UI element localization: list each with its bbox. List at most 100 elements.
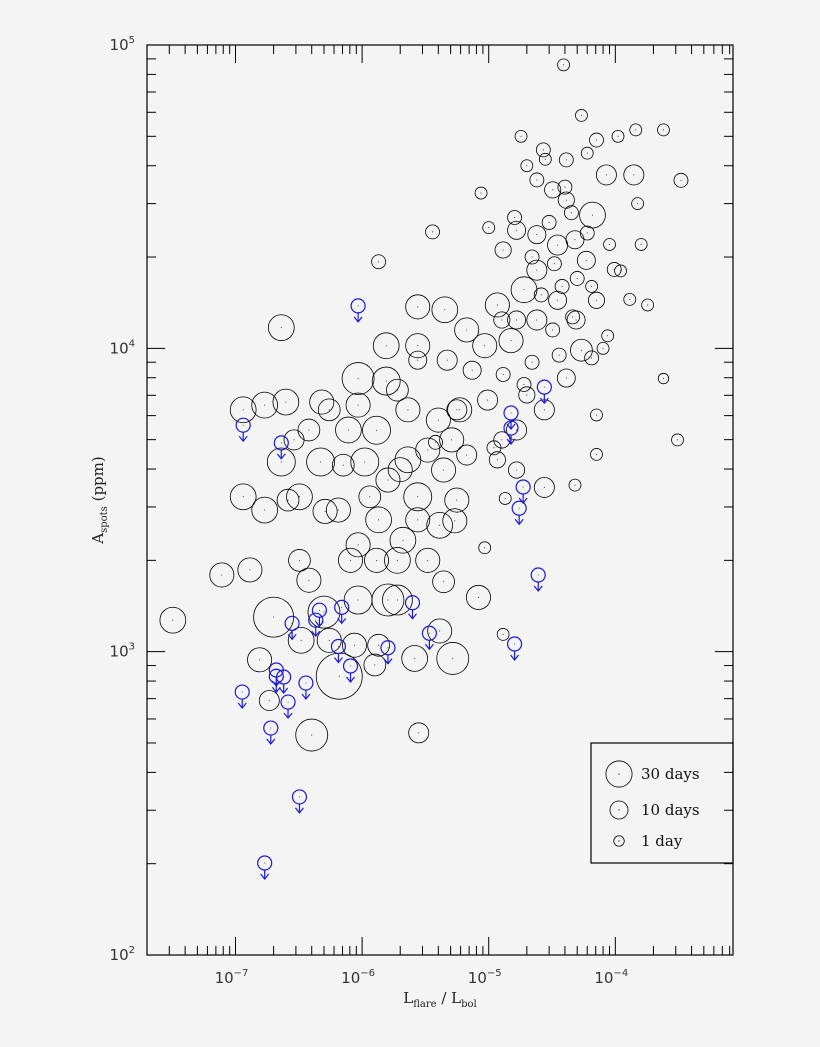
data-point-center [544,158,546,160]
data-point-center [466,329,468,331]
data-point-center [493,447,495,449]
data-point-center [516,319,518,321]
upper-limit-point [284,615,300,641]
data-point-center [677,439,679,441]
data-point-center [446,359,448,361]
data-point-center [308,579,310,581]
data-point [454,317,480,343]
data-point [394,446,422,474]
y-label-main: A [89,533,107,545]
data-point [507,220,527,240]
data-point [529,172,545,188]
data-point [317,398,341,422]
data-point-center [523,383,525,385]
data-point-center [452,657,454,659]
data-point-center [454,520,456,522]
data-point-center [443,581,445,583]
data-point [595,164,617,186]
data-point [614,264,627,278]
legend-label: 10 days [641,801,700,819]
data-point-center [553,263,555,265]
x-label-sub1: flare [413,999,436,1010]
data-point-center [432,231,434,233]
data-point [389,526,417,554]
data-point [365,506,392,534]
data-point-center [576,277,578,279]
data-point-center [536,234,538,236]
data-point [576,250,596,270]
y-tick-label: 103 [110,642,135,661]
data-point-center [502,249,504,251]
legend-marker [613,835,625,847]
data-point-center [396,389,398,391]
data-point [415,437,441,463]
data-point-center [347,429,349,431]
data-point [558,152,574,168]
data-point-center [565,159,567,161]
data-point [657,123,670,137]
data-point-center [378,644,380,646]
data-point-center [417,496,419,498]
data-point-center [459,409,461,411]
data-point [482,221,496,234]
data-point-center [439,630,441,632]
data-point [431,457,457,483]
data-point [462,360,482,380]
plot-frame [146,44,734,956]
data-point-center [557,299,559,301]
data-point-center [540,294,542,296]
data-point-center [536,319,538,321]
data-point [557,179,573,195]
data-point-center [609,243,611,245]
data-point [405,333,431,359]
data-point-center [575,319,577,321]
data-point [484,292,510,318]
data-point-center [488,227,490,229]
data-point [276,488,300,512]
data-point-center [662,378,664,380]
data-point-center [501,439,503,441]
data-points [159,58,689,752]
data-point [386,378,409,402]
x-label-sep: / [437,989,452,1007]
legend-label: 1 day [641,832,683,850]
x-tick-label: 10−5 [468,968,502,987]
data-point [272,388,300,416]
data-point [258,690,280,711]
data-point-center [342,464,344,466]
data-point-center [607,335,609,337]
y-label-unit: (ppm) [89,456,107,506]
data-point-center [591,285,593,287]
data-point [629,123,643,137]
data-point-center [523,289,525,291]
data-point-center [280,327,282,329]
data-point [442,508,468,534]
x-label-main: L [403,989,413,1007]
data-point [472,333,498,359]
data-point [641,298,655,312]
data-point [431,296,459,324]
data-point [428,434,443,450]
legend-marker [609,800,629,820]
data-point-center [526,165,528,167]
data-point-center [496,459,498,461]
data-point-center [536,269,538,271]
data-point-center [451,439,453,441]
data-point [371,583,405,617]
data-point [209,562,235,588]
data-point [673,172,689,188]
data-point-center [376,429,378,431]
data-point-center [617,135,619,137]
data-point [307,595,341,629]
data-point-center [586,152,588,154]
data-point [446,399,468,421]
data-point [229,483,257,511]
data-point-center [378,519,380,521]
data-point-center [350,559,352,561]
data-point [533,287,549,303]
data-point-center [640,243,642,245]
data-point-center [385,380,387,382]
data-point-center [300,639,302,641]
data-point-center [557,244,559,246]
